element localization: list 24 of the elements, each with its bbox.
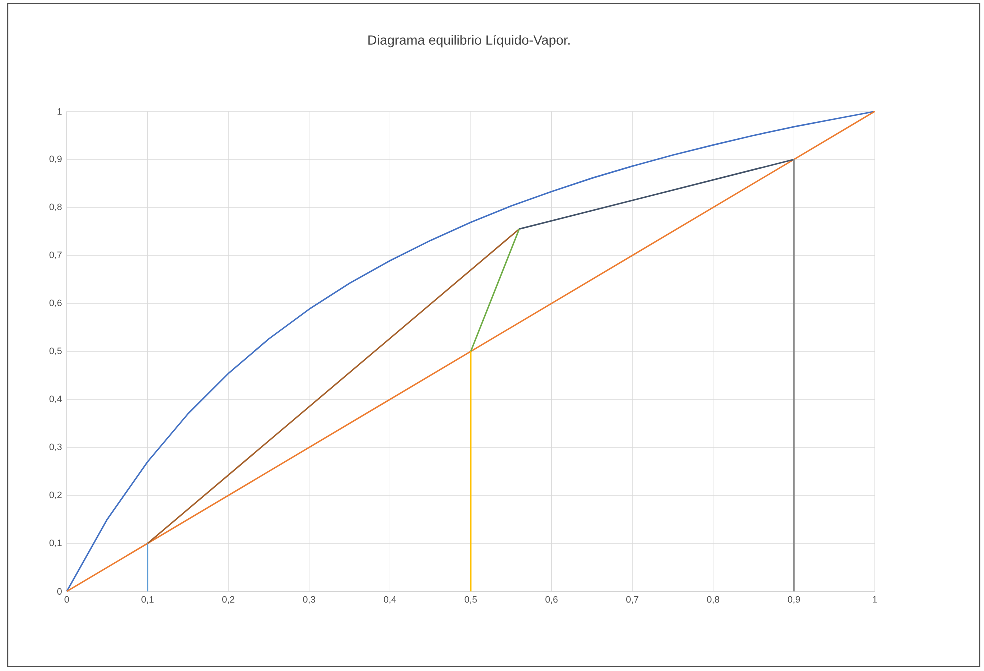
x-tick-label: 0,4 [384, 596, 396, 604]
x-tick-label: 0,8 [707, 596, 720, 604]
chart-title: Diagrama equilibrio Líquido-Vapor. [368, 35, 570, 48]
y-tick-label: 0,1 [50, 540, 62, 548]
y-tick-label: 0,2 [50, 492, 62, 500]
x-tick-label: 0,7 [626, 596, 639, 604]
y-tick-label: 1 [58, 108, 62, 116]
y-tick-label: 0,4 [50, 396, 62, 404]
x-tick-label: 0,9 [788, 596, 800, 604]
x-tick-label: 0,6 [546, 596, 558, 604]
y-tick-label: 0,9 [50, 156, 62, 164]
y-tick-label: 0,5 [50, 348, 62, 356]
y-tick-label: 0,7 [50, 252, 62, 260]
y-tick-label: 0,3 [50, 444, 62, 452]
x-tick-label: 0,2 [222, 596, 235, 604]
y-tick-label: 0,6 [50, 300, 62, 308]
x-tick-label: 0,1 [142, 596, 154, 604]
line-series [66, 111, 876, 593]
x-tick-label: 0,3 [303, 596, 316, 604]
x-tick-label: 1 [873, 596, 878, 603]
y-tick-label: 0 [58, 588, 62, 596]
y-tick-label: 0,8 [50, 204, 62, 212]
x-tick-label: 0,5 [464, 596, 478, 604]
x-tick-label: 0 [64, 596, 70, 604]
